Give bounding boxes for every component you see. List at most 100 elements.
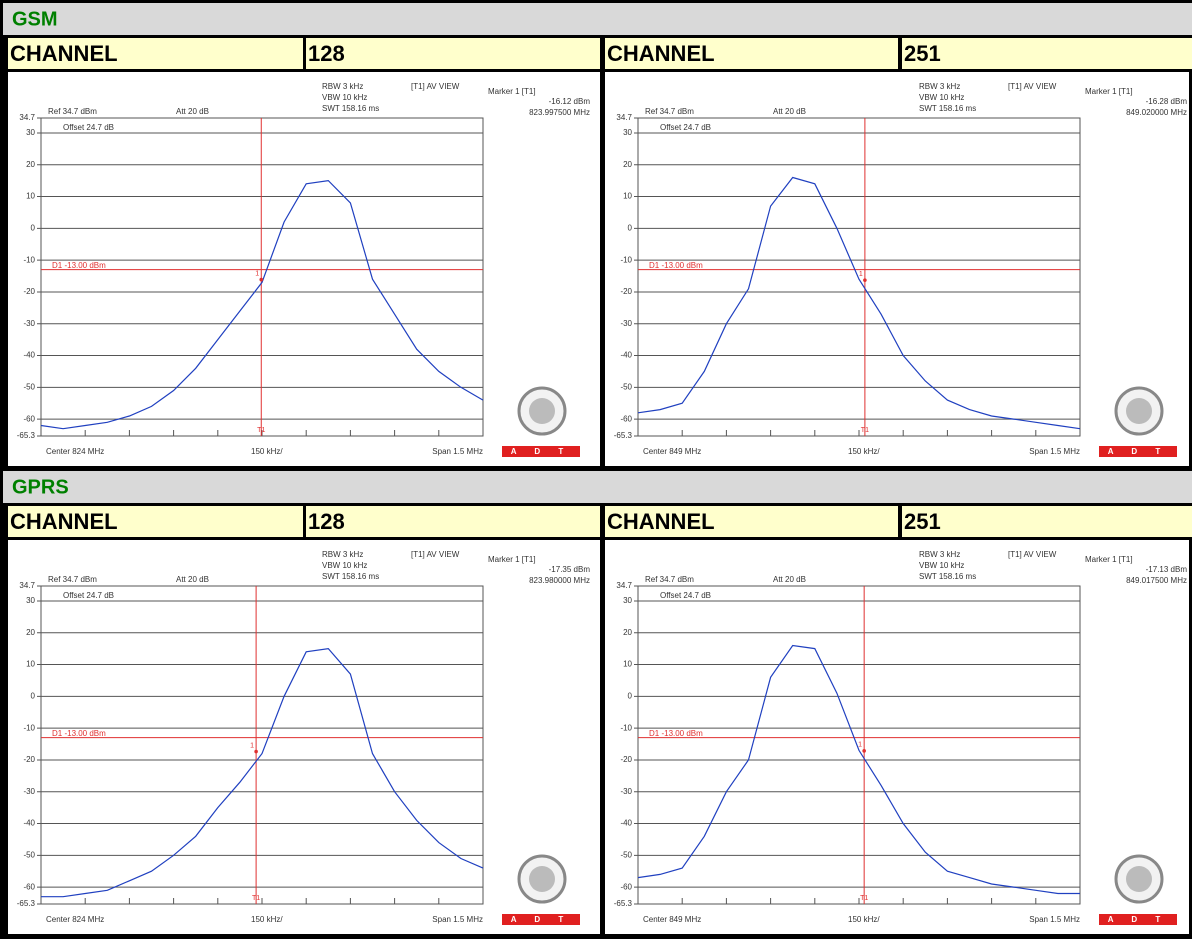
y-tick-label: 30 [623, 596, 632, 605]
marker-value: -16.28 dBm [1146, 97, 1188, 106]
marker-frequency: 823.997500 MHz [529, 108, 590, 117]
marker-name: T1 [861, 427, 869, 434]
offset: Offset 24.7 dB [63, 123, 114, 132]
y-tick-label: 34.7 [616, 581, 632, 590]
channel-label: CHANNEL [607, 509, 715, 534]
marker-point [862, 749, 866, 753]
y-tick-label: -50 [23, 382, 35, 391]
span: Span 1.5 MHz [432, 915, 483, 924]
marker-frequency: 849.017500 MHz [1126, 576, 1187, 585]
y-tick-label: 30 [26, 128, 35, 137]
channel-number-cell [902, 506, 1192, 537]
center-frequency: Center 824 MHz [46, 915, 104, 924]
span: Span 1.5 MHz [1029, 447, 1080, 456]
display-line-label: D1 -13.00 dBm [52, 261, 106, 270]
logo-bar [502, 914, 580, 925]
division: 150 kHz/ [251, 447, 283, 456]
channel-number: 251 [904, 509, 941, 534]
swt: SWT 158.16 ms [919, 104, 976, 113]
marker-value: -17.13 dBm [1146, 565, 1188, 574]
trace [637, 644, 1080, 895]
section-header [3, 3, 1192, 35]
y-tick-label: -40 [620, 351, 632, 360]
logo-text: A D T [511, 915, 572, 924]
attenuation: Att 20 dB [176, 107, 209, 116]
rbw: RBW 3 kHz [919, 550, 960, 559]
marker-name: T1 [252, 895, 260, 902]
logo-bar [1099, 446, 1177, 457]
y-tick-label: -40 [23, 819, 35, 828]
y-tick-label: -60 [23, 414, 35, 423]
marker-title: Marker 1 [T1] [488, 555, 536, 564]
y-tick-label: -30 [23, 319, 35, 328]
channel-number: 251 [904, 41, 941, 66]
channel-number-cell [306, 506, 600, 537]
rbw: RBW 3 kHz [322, 82, 363, 91]
graph-frame [637, 585, 1081, 905]
marker-point [254, 749, 258, 754]
swt: SWT 158.16 ms [919, 572, 976, 581]
y-tick-label: -65.3 [17, 431, 36, 440]
y-tick-label: -30 [620, 787, 632, 796]
marker-value: -17.35 dBm [549, 565, 591, 574]
offset: Offset 24.7 dB [660, 123, 711, 132]
vbw: VBW 10 kHz [919, 93, 964, 102]
trace-mode: [T1] AV VIEW [1008, 82, 1057, 91]
y-tick-label: -20 [620, 287, 632, 296]
logo-seal-inner [529, 398, 555, 424]
y-tick-label: -30 [620, 319, 632, 328]
spectrum-plot: 34.7 30 20 10 0 -10 -20 -30 -40 -50 -60 -65.3 D1 -13… [17, 550, 591, 925]
offset: Offset 24.7 dB [660, 591, 711, 600]
graph-frame [40, 117, 484, 437]
channel-label: CHANNEL [607, 41, 715, 66]
plot-panel [605, 540, 1189, 934]
center-frequency: Center 849 MHz [643, 915, 701, 924]
division: 150 kHz/ [251, 915, 283, 924]
y-tick-label: -65.3 [614, 431, 633, 440]
rbw: RBW 3 kHz [919, 82, 960, 91]
y-tick-label: 10 [623, 660, 632, 669]
channel-number: 128 [308, 41, 345, 66]
channel-label-cell [605, 38, 898, 69]
display-line-label: D1 -13.00 dBm [649, 729, 703, 738]
center-frequency: Center 849 MHz [643, 447, 701, 456]
trace-mode: [T1] AV VIEW [411, 550, 460, 559]
y-tick-label: 30 [26, 596, 35, 605]
attenuation: Att 20 dB [773, 575, 806, 584]
vbw: VBW 10 kHz [322, 561, 367, 570]
vbw: VBW 10 kHz [919, 561, 964, 570]
ref-level: Ref 34.7 dBm [48, 107, 97, 116]
ref-level: Ref 34.7 dBm [48, 575, 97, 584]
division: 150 kHz/ [848, 447, 880, 456]
y-tick-label: 10 [26, 192, 35, 201]
marker-frequency: 849.020000 MHz [1126, 108, 1187, 117]
y-tick-label: 0 [31, 223, 36, 232]
marker-point [259, 277, 264, 282]
channel-number-cell [902, 38, 1192, 69]
trace [41, 647, 484, 898]
y-tick-label: -65.3 [17, 899, 36, 908]
logo-seal-inner [1126, 398, 1152, 424]
spectrum-plot: 34.7 30 20 10 0 -10 -20 -30 -40 -50 -60 -65.3 D1 -13… [614, 550, 1188, 925]
channel-label-cell [605, 506, 898, 537]
center-frequency: Center 824 MHz [46, 447, 104, 456]
channel-number-cell [306, 38, 600, 69]
trace-mode: [T1] AV VIEW [411, 82, 460, 91]
marker-label: 1 [250, 742, 254, 749]
y-tick-label: 30 [623, 128, 632, 137]
spectrum-plot: 34.7 30 20 10 0 -10 -20 -30 -40 -50 -60 -65.3 D1 -13… [17, 82, 590, 457]
channel-number: 128 [308, 509, 345, 534]
logo-text: A D T [511, 447, 572, 456]
y-tick-label: 0 [31, 691, 36, 700]
ref-level: Ref 34.7 dBm [645, 575, 694, 584]
y-tick-label: -60 [620, 882, 632, 891]
trace [637, 176, 1081, 430]
section-header [3, 471, 1192, 503]
y-tick-label: 20 [623, 628, 632, 637]
swt: SWT 158.16 ms [322, 104, 379, 113]
span: Span 1.5 MHz [1029, 915, 1080, 924]
y-tick-label: 20 [26, 628, 35, 637]
y-tick-label: 0 [628, 691, 633, 700]
y-tick-label: -60 [620, 414, 632, 423]
graph-frame [40, 585, 484, 905]
